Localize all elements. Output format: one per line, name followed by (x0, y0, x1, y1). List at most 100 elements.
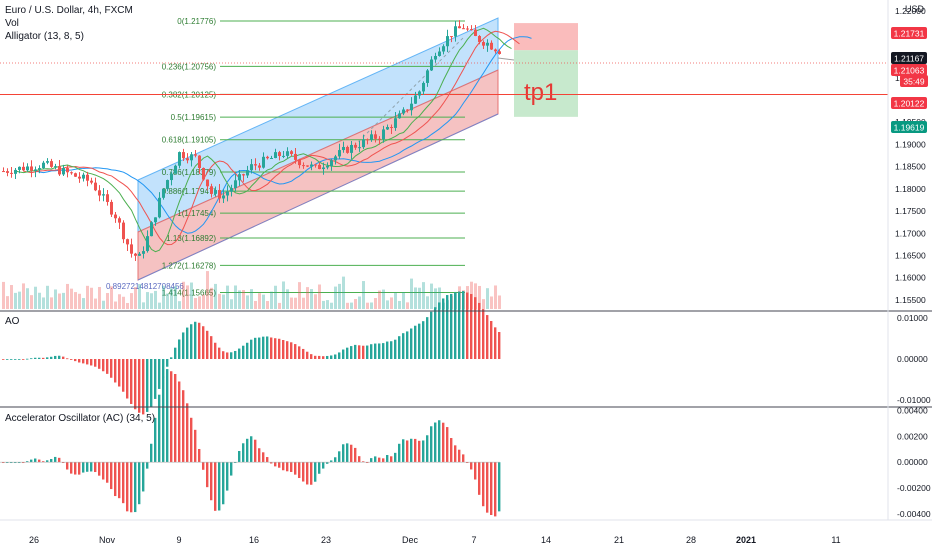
candle-body (322, 167, 325, 170)
ao-bar (94, 359, 97, 367)
ac-bar (410, 438, 413, 463)
volume-bar (74, 292, 77, 309)
ac-bar (430, 426, 433, 463)
time-tick-0: 26 (29, 535, 39, 545)
ac-bar (234, 462, 237, 464)
candle-body (50, 161, 53, 167)
volume-bar (438, 287, 441, 309)
volume-bar (490, 296, 493, 309)
ac-bar (306, 462, 309, 485)
volume-bar (46, 285, 49, 309)
ac-bar (478, 462, 481, 495)
candle-body (78, 176, 81, 179)
ao-bar (134, 359, 137, 410)
ac-bar (98, 462, 101, 476)
ao-tick-2: -0.01000 (897, 395, 931, 405)
ao-bar (226, 352, 229, 359)
badge-4: 1.20122 (894, 99, 925, 109)
ac-axis[interactable]: 0.00400 0.00200 0.00000 -0.00200 -0.00400 (897, 406, 931, 519)
ao-bar (10, 359, 13, 360)
candle-body (418, 91, 421, 96)
ao-bar (66, 358, 69, 360)
ao-bar (218, 347, 221, 359)
tp-label: tp1 (524, 79, 557, 106)
ac-bar (294, 462, 297, 475)
volume-legend[interactable]: Vol (5, 18, 19, 29)
ao-bar (206, 330, 209, 359)
ao-bar (354, 344, 357, 359)
candle-body (46, 161, 49, 163)
ac-bar (62, 462, 65, 464)
candle-body (310, 164, 313, 167)
fib-label-0: 0(1.21776) (177, 17, 216, 26)
ao-bar (106, 359, 109, 374)
ac-bar (106, 462, 109, 483)
ac-bar (138, 462, 141, 505)
candle-body (154, 217, 157, 223)
ao-bar (130, 359, 133, 404)
ao-bar (374, 343, 377, 359)
volume-bar (434, 288, 437, 309)
volume-bar (138, 283, 141, 309)
volume-bar (82, 298, 85, 309)
candle-body (414, 95, 417, 104)
ac-bar (278, 462, 281, 468)
ac-bar (14, 462, 17, 464)
volume-bar (154, 290, 157, 309)
ac-bar (310, 462, 313, 485)
ac-bar (46, 460, 49, 463)
ao-bar (30, 358, 33, 360)
volume-bar (30, 295, 33, 309)
ao-bar (82, 359, 85, 364)
volume-bar (62, 292, 65, 309)
ao-bar (222, 351, 225, 359)
time-tick-7: 14 (541, 535, 551, 545)
price-axis[interactable]: 1.220001.215001.210001.205001.200001.195… (895, 6, 926, 305)
chart-title[interactable]: Euro / U.S. Dollar, 4h, FXCM (5, 5, 133, 16)
candle-body (106, 194, 109, 202)
ao-legend[interactable]: AO (5, 316, 20, 327)
alligator-lips (15, 27, 512, 253)
fib-label-1.272: 1.272(1.16278) (162, 261, 217, 270)
ao-axis[interactable]: 0.01000 0.00000 -0.01000 (897, 313, 931, 405)
ao-bar (22, 359, 25, 360)
candle-body (206, 179, 209, 187)
volume-bar (378, 290, 381, 309)
ac-bar (222, 462, 225, 505)
ao-histogram (2, 291, 501, 415)
time-axis[interactable]: 26 Nov 9 16 23 Dec 7 14 21 28 2021 11 (29, 535, 841, 545)
ac-bar (442, 422, 445, 463)
ao-bar (246, 342, 249, 359)
ac-bar (274, 462, 277, 467)
alligator-legend[interactable]: Alligator (13, 8, 5) (5, 31, 84, 42)
ac-bar (134, 462, 137, 513)
candle-body (262, 156, 265, 168)
candle-body (338, 150, 341, 157)
ao-bar (426, 317, 429, 359)
volume-bar (382, 289, 385, 309)
candle-body (74, 173, 77, 177)
volume-bar (22, 283, 25, 309)
candle-body (30, 166, 33, 171)
ao-bar (126, 359, 129, 399)
candle-body (38, 168, 41, 170)
volume-bar (394, 292, 397, 309)
volume-bar (122, 296, 125, 309)
ac-bar (462, 454, 465, 463)
candle-body (130, 244, 133, 254)
ac-bar (22, 462, 25, 464)
ac-bar (258, 448, 261, 463)
ac-bar (190, 417, 193, 463)
candle-body (210, 186, 213, 194)
volume-bar (386, 300, 389, 309)
candle-body (198, 155, 201, 168)
ao-bar (470, 294, 473, 359)
badge-bg-4 (891, 97, 927, 109)
ac-legend[interactable]: Accelerator Oscillator (AC) (34, 5) (5, 413, 155, 424)
ac-bar (218, 462, 221, 511)
ac-bar (426, 435, 429, 463)
ao-bar (98, 359, 101, 369)
candle-body (138, 253, 141, 256)
volume-bar (274, 285, 277, 309)
